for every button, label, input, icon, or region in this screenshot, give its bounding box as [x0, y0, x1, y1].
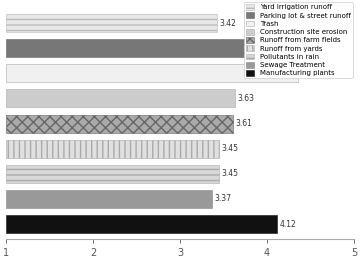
- Bar: [6, 89, 235, 108]
- Text: 3.63: 3.63: [238, 94, 255, 103]
- Bar: [6, 140, 219, 158]
- Bar: [6, 14, 216, 32]
- Text: 3.84: 3.84: [256, 44, 273, 53]
- Bar: [6, 39, 253, 57]
- Text: 4.12: 4.12: [280, 220, 297, 229]
- Legend: Yard irrigation runoff, Parking lot & street runoff, Trash, Construction site er: Yard irrigation runoff, Parking lot & st…: [244, 2, 353, 78]
- Text: 3.45: 3.45: [222, 144, 239, 153]
- Bar: [6, 165, 219, 183]
- Text: 3.61: 3.61: [236, 119, 253, 128]
- Text: 3.37: 3.37: [215, 194, 232, 204]
- Bar: [6, 215, 278, 233]
- Text: 3.45: 3.45: [222, 169, 239, 178]
- Text: 3.42: 3.42: [219, 19, 236, 27]
- Bar: [6, 115, 233, 133]
- Bar: [6, 190, 212, 208]
- Bar: [6, 64, 297, 82]
- Text: 4.35: 4.35: [300, 69, 317, 78]
